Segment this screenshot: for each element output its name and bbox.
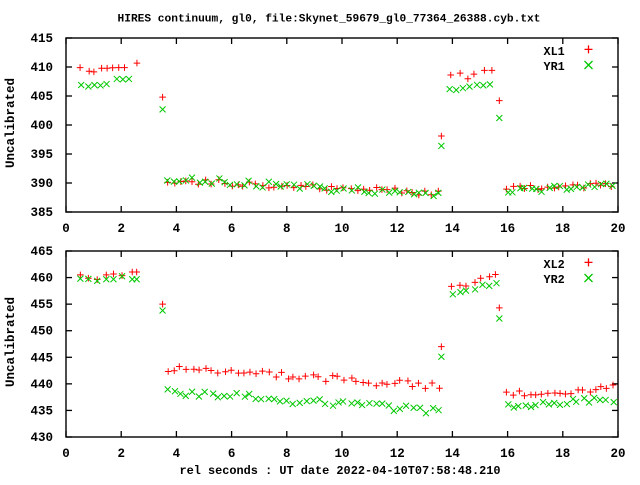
svg-text:395: 395 — [30, 148, 53, 162]
svg-text:0: 0 — [62, 222, 70, 236]
svg-text:460: 460 — [30, 272, 53, 286]
svg-text:410: 410 — [30, 61, 53, 75]
svg-text:2: 2 — [117, 447, 125, 461]
svg-text:18: 18 — [555, 222, 570, 236]
svg-text:400: 400 — [30, 119, 53, 133]
svg-text:HIRES continuum, gl0, file:Sky: HIRES continuum, gl0, file:Skynet_59679_… — [118, 14, 541, 26]
svg-text:8: 8 — [283, 222, 291, 236]
svg-text:2: 2 — [117, 222, 125, 236]
svg-text:20: 20 — [610, 447, 625, 461]
svg-text:390: 390 — [30, 177, 53, 191]
svg-text:435: 435 — [30, 404, 53, 418]
svg-text:YR1: YR1 — [544, 60, 565, 74]
svg-text:12: 12 — [390, 447, 405, 461]
svg-text:YR2: YR2 — [544, 273, 565, 287]
svg-text:405: 405 — [30, 90, 53, 104]
svg-text:430: 430 — [30, 431, 53, 445]
svg-text:Uncalibrated: Uncalibrated — [4, 78, 18, 168]
svg-text:10: 10 — [334, 447, 349, 461]
svg-text:20: 20 — [610, 222, 625, 236]
svg-text:440: 440 — [30, 378, 53, 392]
svg-text:16: 16 — [500, 222, 515, 236]
svg-text:0: 0 — [62, 447, 70, 461]
svg-text:385: 385 — [30, 206, 53, 220]
svg-text:12: 12 — [390, 222, 405, 236]
svg-text:6: 6 — [228, 447, 236, 461]
svg-text:8: 8 — [283, 447, 291, 461]
svg-text:XL2: XL2 — [544, 258, 565, 272]
svg-text:450: 450 — [30, 325, 53, 339]
svg-text:6: 6 — [228, 222, 236, 236]
svg-text:465: 465 — [30, 245, 53, 259]
svg-text:rel seconds : UT date 2022-04-: rel seconds : UT date 2022-04-10T07:58:4… — [179, 464, 500, 478]
svg-text:445: 445 — [30, 351, 53, 365]
svg-text:455: 455 — [30, 298, 53, 312]
svg-text:4: 4 — [173, 447, 181, 461]
svg-text:18: 18 — [555, 447, 570, 461]
svg-text:XL1: XL1 — [544, 45, 565, 59]
svg-text:415: 415 — [30, 32, 53, 46]
svg-text:Uncalibrated: Uncalibrated — [4, 297, 18, 387]
svg-text:14: 14 — [445, 447, 461, 461]
svg-text:10: 10 — [334, 222, 349, 236]
svg-text:14: 14 — [445, 222, 461, 236]
svg-text:16: 16 — [500, 447, 515, 461]
svg-text:4: 4 — [173, 222, 181, 236]
